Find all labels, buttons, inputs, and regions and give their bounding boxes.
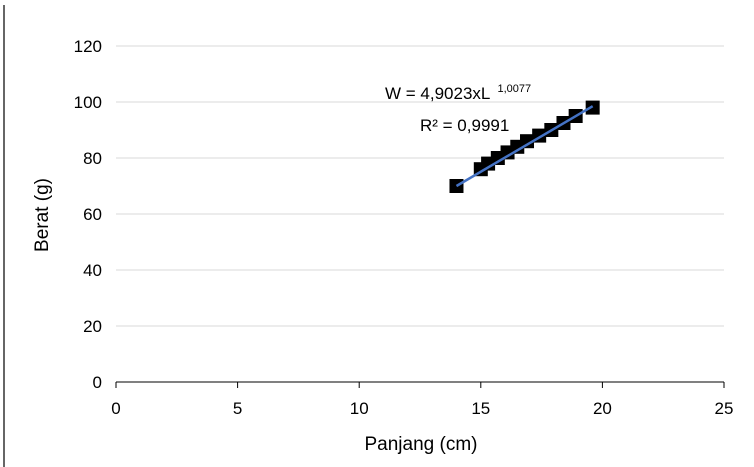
y-tick-label: 20 [83, 317, 102, 336]
y-tick-label: 40 [83, 261, 102, 280]
x-tick-label: 5 [233, 399, 242, 418]
x-tick-label: 25 [715, 399, 734, 418]
x-tick-label: 15 [471, 399, 490, 418]
trendline [455, 105, 594, 188]
y-tick-label: 60 [83, 205, 102, 224]
data-point [520, 134, 535, 149]
trendline-equation-exponent: 1,0077 [497, 83, 531, 95]
y-tick-labels: 0 20 40 60 80 100 120 [74, 37, 102, 392]
y-axis-title: Berat (g) [32, 178, 53, 252]
r-squared-label: R² = 0,9991 [420, 116, 509, 135]
x-tick-label: 0 [111, 399, 120, 418]
trendline-equation: W = 4,9023xL 1,0077 [385, 83, 531, 103]
y-tick-label: 80 [83, 149, 102, 168]
trendline-equation-main: W = 4,9023xL [385, 84, 494, 103]
axes [115, 381, 725, 388]
x-axis-title: Panjang (cm) [365, 434, 478, 455]
trendline-group [455, 105, 594, 188]
x-tick-label: 10 [350, 399, 369, 418]
y-tick-label: 120 [74, 37, 102, 56]
gridlines [116, 45, 724, 327]
x-tick-labels: 0 5 10 15 20 25 [111, 399, 733, 418]
y-tick-label: 100 [74, 93, 102, 112]
y-tick-label: 0 [93, 373, 102, 392]
x-tick-label: 20 [593, 399, 612, 418]
